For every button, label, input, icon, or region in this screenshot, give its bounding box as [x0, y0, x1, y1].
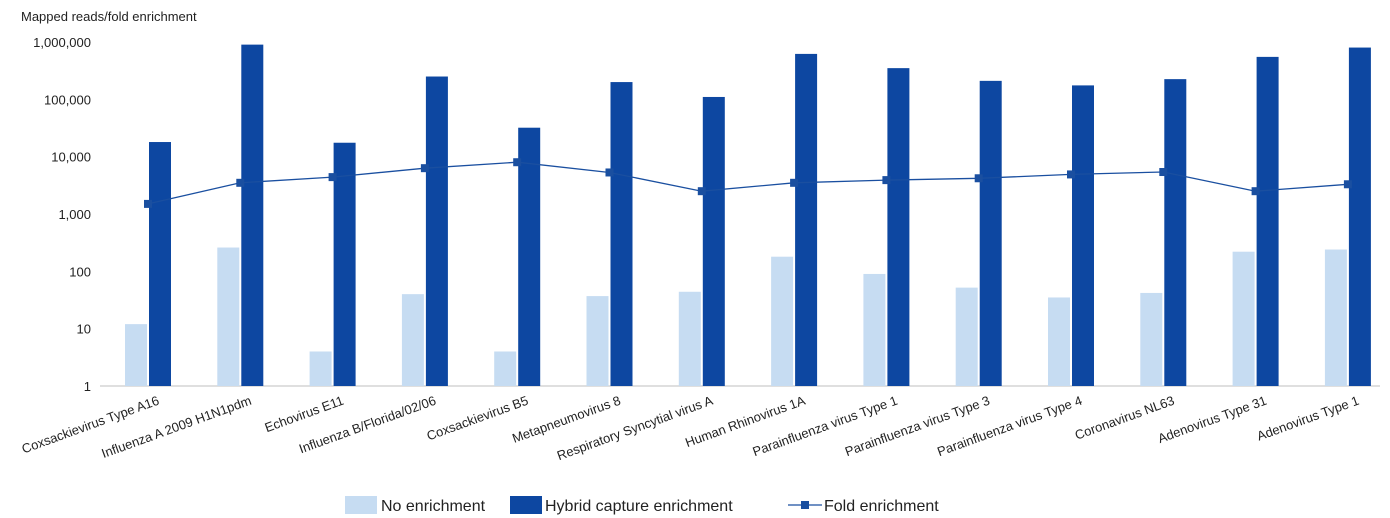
bar-hybrid-capture	[1256, 56, 1279, 387]
bar-no-enrichment	[125, 324, 147, 386]
bar-no-enrichment	[309, 351, 332, 386]
fold-enrichment-point	[790, 178, 799, 187]
fold-enrichment-point	[236, 178, 245, 187]
bars	[125, 44, 1371, 387]
x-tick-label: Adenovirus Type 1	[1255, 393, 1361, 444]
bar-hybrid-capture	[979, 80, 1002, 386]
fold-enrichment-point	[144, 199, 152, 208]
bar-hybrid-capture	[1164, 79, 1187, 386]
legend-swatch-hybrid-capture	[510, 496, 542, 514]
y-axis-title: Mapped reads/fold enrichment	[21, 9, 197, 24]
bar-hybrid-capture	[518, 127, 541, 386]
y-tick-label: 10	[77, 322, 91, 337]
fold-enrichment-point	[1343, 180, 1352, 189]
legend-label-fold-enrichment: Fold enrichment	[824, 498, 939, 515]
fold-enrichment-point	[1067, 170, 1075, 179]
fold-enrichment-line	[144, 158, 1352, 208]
legend-label-no-enrichment: No enrichment	[381, 498, 486, 515]
x-tick-label: Influenza A 2009 H1N1pdm	[99, 393, 253, 461]
y-tick-label: 1,000	[58, 207, 91, 222]
fold-enrichment-polyline	[147, 161, 1348, 205]
bar-no-enrichment	[586, 296, 609, 386]
fold-enrichment-point	[420, 164, 429, 173]
bar-hybrid-capture	[1348, 47, 1371, 386]
bar-no-enrichment	[863, 273, 886, 386]
bar-no-enrichment	[678, 291, 701, 386]
bar-hybrid-capture	[149, 142, 171, 386]
y-tick-label: 100,000	[44, 92, 91, 107]
bar-no-enrichment	[771, 256, 794, 386]
bar-hybrid-capture	[702, 96, 725, 387]
fold-enrichment-point	[328, 173, 337, 182]
legend-swatch-no-enrichment	[345, 496, 377, 514]
fold-enrichment-point	[882, 176, 891, 185]
y-tick-label: 1,000,000	[33, 35, 91, 50]
bar-hybrid-capture	[1072, 85, 1094, 386]
bar-hybrid-capture	[241, 44, 264, 387]
bar-no-enrichment	[1048, 297, 1070, 386]
fold-enrichment-point	[513, 158, 522, 167]
bar-no-enrichment	[217, 247, 240, 386]
y-tick-label: 10,000	[51, 150, 91, 165]
legend: No enrichment Hybrid capture enrichment Fo…	[345, 496, 939, 515]
bar-hybrid-capture	[425, 76, 448, 387]
fold-enrichment-point	[974, 174, 983, 183]
bar-no-enrichment	[1232, 251, 1255, 386]
bar-no-enrichment	[955, 287, 978, 386]
fold-enrichment-point	[697, 187, 706, 196]
x-tick-label: Respiratory Syncytial virus A	[555, 393, 715, 464]
y-tick-label: 100	[69, 264, 91, 279]
bar-no-enrichment	[401, 294, 424, 386]
bar-no-enrichment	[1140, 292, 1163, 386]
legend-marker-fold-enrichment	[801, 501, 809, 509]
bar-no-enrichment	[494, 351, 517, 386]
fold-enrichment-point	[1251, 187, 1260, 196]
bar-hybrid-capture	[795, 53, 818, 386]
fold-enrichment-point	[1159, 168, 1168, 177]
bar-no-enrichment	[1324, 249, 1347, 386]
bar-hybrid-capture	[887, 68, 910, 386]
bar-hybrid-capture	[610, 82, 633, 386]
y-axis-ticks: 1 10 100 1,000 10,000 100,000 1,000,000	[33, 35, 91, 394]
bar-hybrid-capture	[333, 142, 356, 386]
y-tick-label: 1	[84, 379, 91, 394]
fold-enrichment-point	[605, 168, 614, 177]
legend-label-hybrid-capture: Hybrid capture enrichment	[545, 498, 733, 515]
